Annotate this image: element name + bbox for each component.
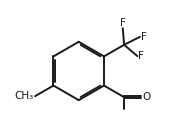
Text: F: F (138, 51, 144, 61)
Text: CH₃: CH₃ (14, 91, 33, 101)
Text: F: F (120, 18, 126, 28)
Text: O: O (142, 92, 151, 102)
Text: F: F (141, 32, 147, 42)
